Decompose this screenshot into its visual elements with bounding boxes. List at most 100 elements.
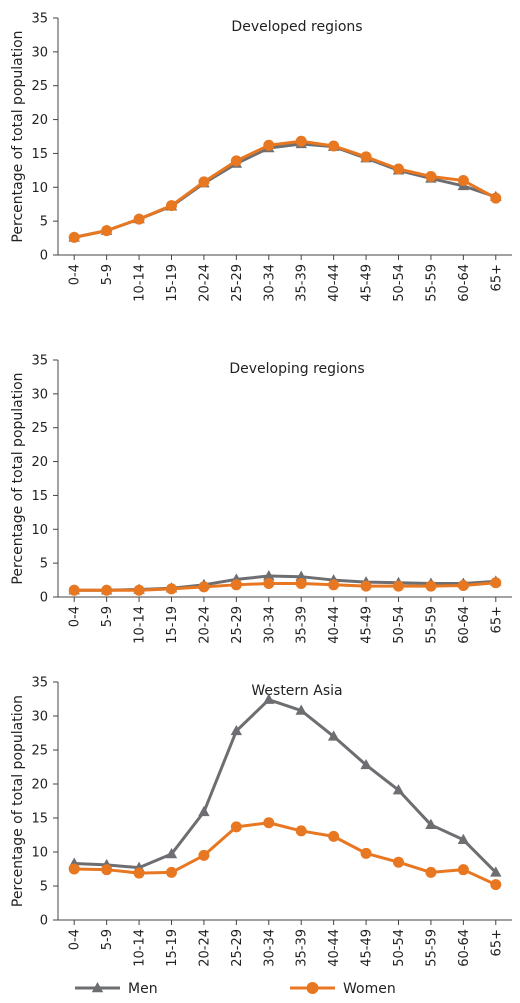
- point-women: [425, 170, 437, 182]
- point-women: [263, 577, 275, 589]
- y-tick-label: 15: [31, 147, 48, 162]
- point-women: [393, 580, 404, 592]
- point-women: [360, 151, 372, 163]
- point-women: [166, 583, 177, 595]
- y-tick-label: 5: [40, 557, 48, 572]
- x-tick-label: 0-4: [68, 264, 83, 285]
- point-women: [360, 580, 372, 592]
- point-men: [263, 570, 275, 581]
- point-women: [166, 200, 177, 212]
- point-women: [198, 581, 210, 593]
- y-tick-label: 35: [31, 12, 48, 27]
- point-men: [198, 805, 210, 817]
- y-tick-label: 15: [31, 489, 48, 504]
- x-tick-label: 45-49: [360, 929, 375, 967]
- x-tick-label: 15-19: [165, 606, 180, 644]
- y-axis-label: Percentage of total population: [10, 372, 26, 584]
- point-men: [425, 818, 437, 829]
- point-men: [263, 693, 275, 704]
- x-tick-label: 10-14: [133, 929, 148, 967]
- point-women: [263, 817, 275, 829]
- x-tick-label: 50-54: [392, 929, 407, 967]
- panel-2: 0 5 10 15 20 25 30 35 0-4 5-9 10-14 15-19 20-24 25-29…: [10, 354, 512, 644]
- x-tick-label: 25-29: [230, 929, 245, 967]
- y-tick-label: 30: [31, 710, 48, 725]
- x-tick-label: 60-64: [457, 606, 472, 644]
- series-line-men: [74, 698, 497, 874]
- point-women: [490, 879, 502, 891]
- x-tick-label: 50-54: [392, 264, 407, 302]
- y-tick-label: 25: [31, 744, 48, 759]
- x-tick-label: 25-29: [230, 606, 245, 644]
- point-women: [295, 135, 307, 147]
- point-women: [101, 584, 113, 596]
- x-tick-label: 45-49: [360, 264, 375, 302]
- point-women: [230, 155, 242, 167]
- x-tick-label: 15-19: [165, 264, 180, 302]
- x-tick-label: 0-4: [68, 929, 83, 950]
- point-women: [133, 584, 145, 596]
- point-women: [328, 579, 340, 591]
- point-men: [295, 704, 307, 715]
- x-tick-label: 30-34: [262, 606, 277, 644]
- x-tick-label: 55-59: [424, 264, 439, 302]
- y-axis-label: Percentage of total population: [10, 30, 26, 242]
- y-tick-label: 5: [40, 215, 48, 230]
- point-women: [457, 175, 469, 187]
- point-women: [198, 176, 210, 188]
- y-tick-label: 25: [31, 421, 48, 436]
- y-tick-label: 0: [40, 914, 48, 929]
- panel-title: Western Asia: [251, 683, 342, 699]
- point-women: [490, 192, 502, 204]
- x-tick-label: 65+: [489, 929, 504, 956]
- point-women: [101, 225, 113, 237]
- x-tick-label: 30-34: [262, 264, 277, 302]
- panel-1: 0 5 10 15 20 25 30 35 0-4 5-9 10-14 15-19 20-24 25-29…: [10, 12, 512, 302]
- point-women: [133, 867, 145, 879]
- point-men: [490, 866, 502, 877]
- point-men: [165, 848, 178, 859]
- y-tick-label: 20: [31, 778, 48, 793]
- y-tick-label: 15: [31, 812, 48, 827]
- point-women: [328, 830, 340, 842]
- point-women: [133, 213, 145, 225]
- x-tick-label: 5-9: [100, 929, 115, 950]
- y-tick-label: 30: [31, 45, 48, 60]
- y-tick-label: 25: [31, 79, 48, 94]
- point-women: [425, 580, 437, 592]
- y-tick-label: 35: [31, 676, 48, 691]
- y-tick-label: 20: [31, 113, 48, 128]
- x-tick-label: 25-29: [230, 264, 245, 302]
- x-tick-label: 40-44: [327, 929, 342, 967]
- x-tick-label: 5-9: [100, 264, 115, 285]
- point-women: [393, 856, 404, 868]
- point-women: [295, 577, 307, 589]
- x-tick-label: 55-59: [424, 606, 439, 644]
- y-axis-label: Percentage of total population: [10, 695, 26, 907]
- point-women: [295, 825, 307, 837]
- point-men: [327, 730, 340, 741]
- point-women: [393, 163, 404, 175]
- point-women: [101, 864, 113, 876]
- point-men: [392, 784, 405, 795]
- x-tick-label: 60-64: [457, 929, 472, 967]
- x-tick-label: 10-14: [133, 264, 148, 302]
- point-women: [198, 849, 210, 861]
- legend-label-men: Men: [128, 981, 158, 997]
- point-women: [425, 866, 437, 878]
- point-women: [328, 140, 340, 152]
- x-tick-label: 0-4: [68, 606, 83, 627]
- x-tick-label: 55-59: [424, 929, 439, 967]
- panel-title: Developing regions: [229, 361, 364, 377]
- x-tick-label: 5-9: [100, 606, 115, 627]
- point-women: [230, 579, 242, 591]
- x-tick-label: 20-24: [197, 264, 212, 302]
- x-tick-label: 20-24: [197, 929, 212, 967]
- point-women: [68, 231, 80, 243]
- x-tick-label: 35-39: [295, 264, 310, 302]
- x-tick-label: 15-19: [165, 929, 180, 967]
- point-women: [457, 864, 469, 876]
- point-women: [360, 847, 372, 859]
- x-tick-label: 40-44: [327, 264, 342, 302]
